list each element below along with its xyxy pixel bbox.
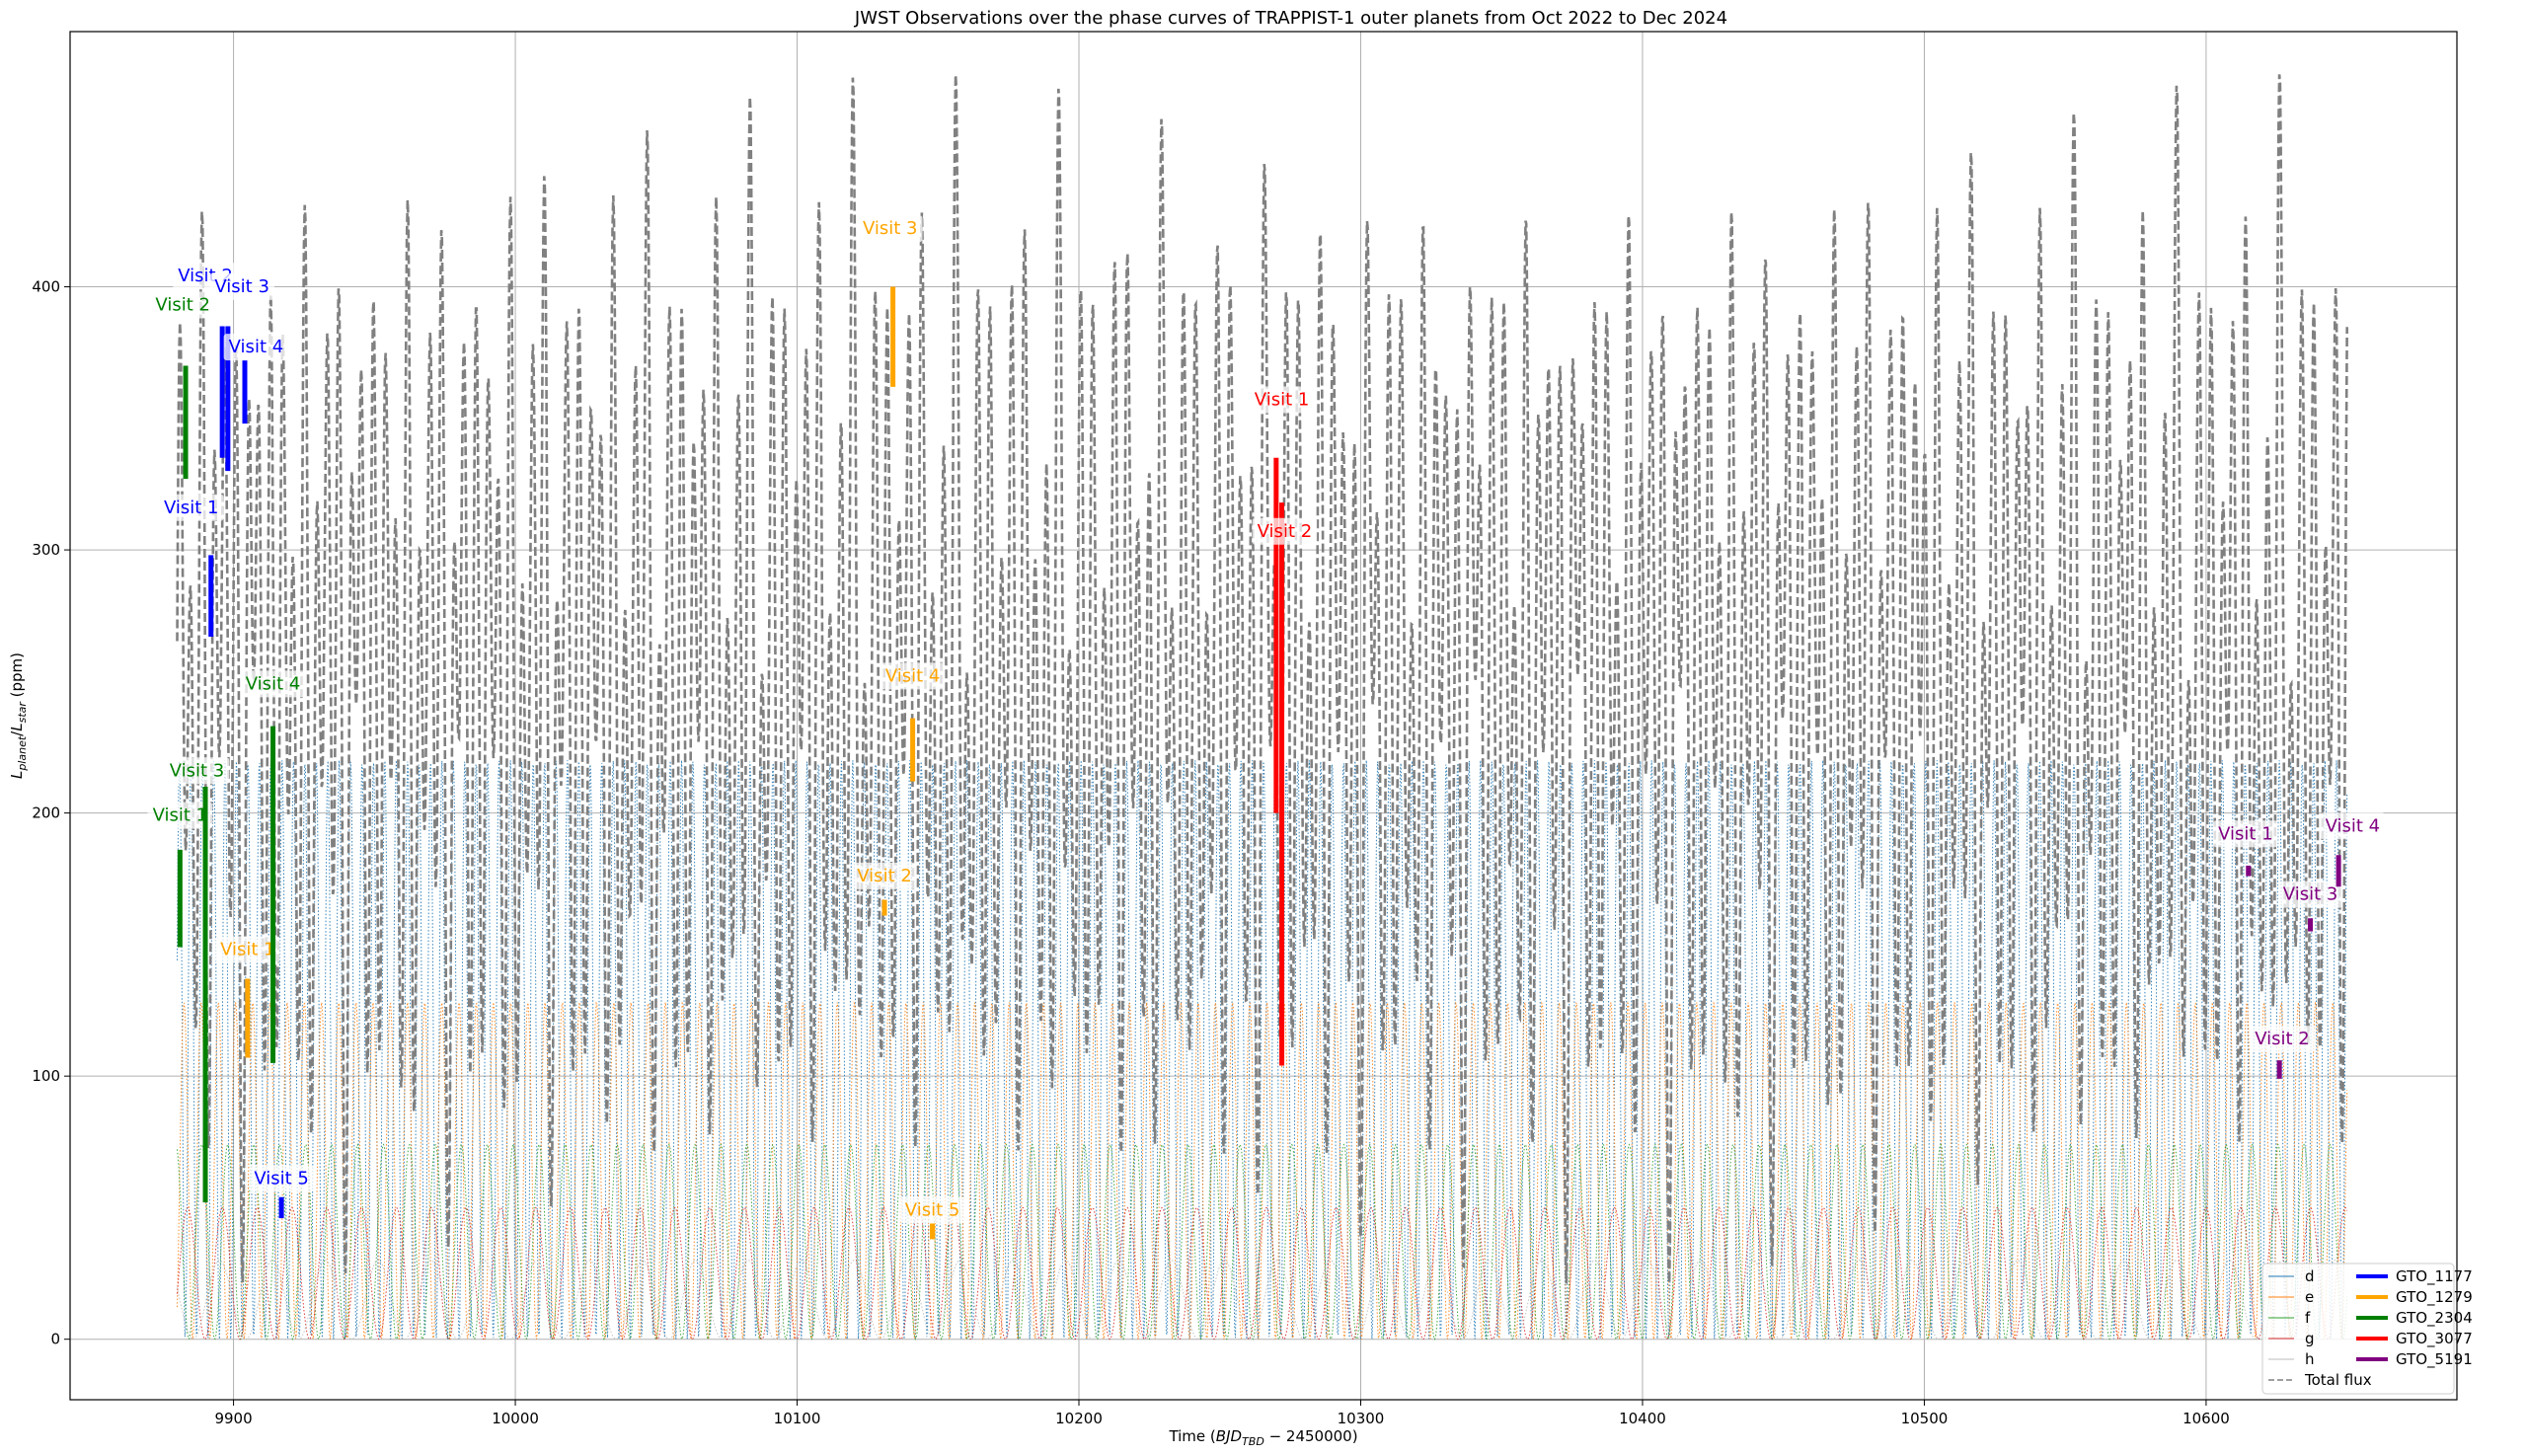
observation-label-box [150, 291, 215, 319]
x-axis-label: Time (BJDTBD − 2450000) [1168, 1427, 1357, 1448]
y-axis-label-l2: L [8, 723, 26, 730]
legend-entry-label: GTO_2304 [2396, 1309, 2473, 1328]
x-axis-label-prefix: Time ( [1168, 1427, 1215, 1445]
legend-entry-label: d [2305, 1267, 2315, 1285]
observation-label: Visit 1 [220, 940, 275, 960]
x-tick-label: 10300 [1338, 1410, 1385, 1427]
observation-label: Visit 3 [214, 276, 269, 297]
observation-label: Visit 1 [2218, 823, 2273, 844]
y-axis-label-slash: / [8, 730, 26, 736]
y-tick-label: 100 [32, 1067, 60, 1085]
legend-entry-label: GTO_1177 [2396, 1267, 2473, 1286]
series-line-h [177, 1260, 2348, 1341]
x-tick-label: 10200 [1055, 1410, 1103, 1427]
y-axis-label: Lplanet/Lstar (ppm) [8, 652, 29, 779]
observation-label: Visit 1 [153, 805, 208, 826]
x-axis-label-suffix: − 2450000) [1264, 1427, 1358, 1445]
observation-label: Visit 2 [2255, 1029, 2310, 1049]
observation-label: Visit 3 [170, 760, 225, 781]
observation-label: Visit 4 [229, 337, 284, 357]
observation-label-box [880, 662, 946, 690]
observation-label: Visit 2 [1258, 521, 1313, 542]
x-axis-label-italic: BJD [1216, 1427, 1242, 1445]
plot-frame [69, 31, 2458, 1401]
x-tick-label: 10500 [1901, 1410, 1949, 1427]
y-axis-label-suffix: (ppm) [8, 652, 26, 702]
series-line-d [177, 760, 2348, 1340]
observation-label: Visit 1 [164, 498, 219, 518]
observation-label: Visit 4 [885, 665, 941, 686]
observation-label: Visit 4 [246, 673, 301, 694]
observation-label: Visit 3 [863, 218, 918, 239]
observation-label-box [215, 936, 280, 963]
x-tick-label: 9900 [214, 1410, 252, 1427]
y-tick-label: 300 [32, 541, 60, 559]
series-line-f [177, 1143, 2348, 1341]
legend-entry-label: GTO_1279 [2396, 1288, 2473, 1307]
legend-entry-label: GTO_5191 [2396, 1350, 2473, 1369]
observation-label: Visit 2 [857, 866, 912, 886]
observation-label: Visit 5 [254, 1168, 309, 1188]
observation-label-box [147, 802, 213, 829]
legend-entry-label: e [2305, 1288, 2314, 1306]
observation-label-box [249, 1165, 314, 1192]
observation-label: Visit 2 [155, 295, 210, 316]
observation-label-box [2277, 881, 2343, 908]
x-tick-label: 10000 [492, 1410, 539, 1427]
observation-label-box [1249, 386, 1315, 414]
observation-label-box [2320, 812, 2386, 840]
legend-box [2261, 1263, 2455, 1395]
observation-label-box [209, 272, 274, 300]
y-tick-label: 0 [50, 1331, 60, 1348]
observation-label-box [164, 757, 230, 785]
observation-label: Visit 5 [905, 1199, 960, 1220]
y-axis-label-sub1: planet [16, 735, 29, 772]
x-tick-label: 10400 [1619, 1410, 1666, 1427]
observation-label-box [2213, 820, 2278, 848]
series-line-g [177, 1206, 2348, 1341]
y-axis-label-sub2: star [16, 701, 29, 724]
observation-label: Visit 3 [2283, 884, 2338, 905]
legend-entry-label: Total flux [2304, 1371, 2372, 1389]
x-tick-label: 10600 [2182, 1410, 2230, 1427]
observation-label-box [899, 1196, 965, 1224]
observation-label: Visit 1 [1255, 389, 1310, 410]
series-group [176, 74, 2348, 1341]
observation-label-box [1252, 517, 1318, 545]
observation-label-box [857, 215, 923, 243]
x-axis: 9900 10000 10100 10200 10300 10400 10500 10600 [214, 1400, 2230, 1427]
y-axis-label-l1: L [8, 771, 26, 779]
legend-entry-label: h [2305, 1350, 2315, 1368]
observation-label-box [223, 334, 289, 361]
series-line-e [177, 1001, 2348, 1341]
observation-label-box [2250, 1026, 2315, 1053]
y-axis: 0 100 200 300 400 [32, 278, 70, 1348]
observation-label-box [852, 862, 917, 889]
observation-label-box [158, 494, 224, 521]
observation-label: Visit 4 [2326, 815, 2381, 836]
x-tick-label: 10100 [774, 1410, 821, 1427]
series-line-total-flux [176, 74, 2348, 1284]
legend-entry-label: f [2305, 1309, 2311, 1327]
legend-entry-label: g [2305, 1330, 2315, 1347]
chart-title: JWST Observations over the phase curves … [854, 8, 1727, 29]
y-tick-label: 400 [32, 278, 60, 296]
x-axis-label-subscript: TBD [1242, 1435, 1264, 1448]
y-tick-label: 200 [32, 805, 60, 822]
observation-label-box [240, 670, 306, 698]
legend-entry-label: GTO_3077 [2396, 1330, 2473, 1348]
